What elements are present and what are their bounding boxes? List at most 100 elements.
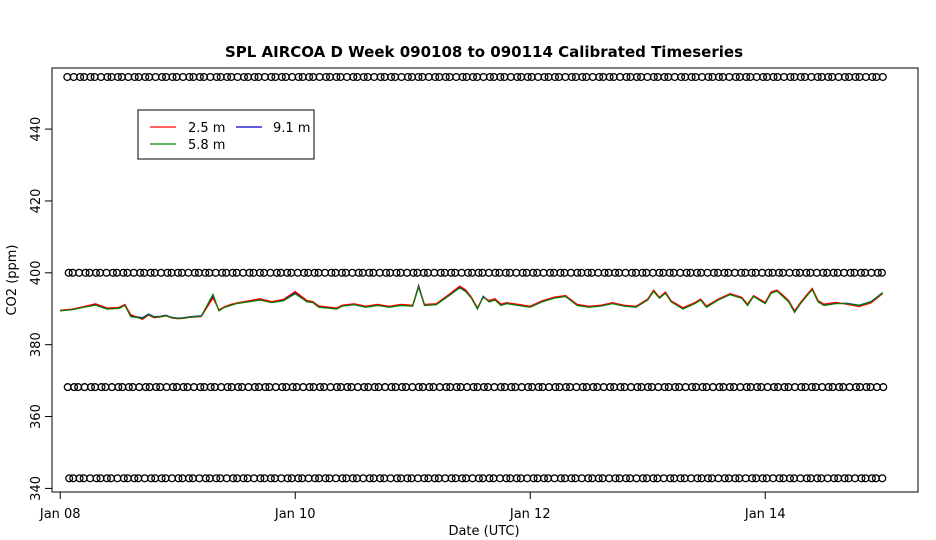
calibration-point <box>567 72 576 82</box>
calibration-point <box>294 72 303 82</box>
legend-label-9-1m: 9.1 m <box>273 121 310 136</box>
legend: 2.5 m 5.8 m 9.1 m <box>137 109 315 160</box>
calibration-point <box>103 72 112 82</box>
calibration-point <box>682 268 691 277</box>
calibration-point <box>370 383 379 392</box>
calibration-point <box>92 474 101 483</box>
calibration-point <box>715 383 724 392</box>
calibration-point <box>813 474 822 483</box>
calibration-point <box>152 383 161 392</box>
calibration-point <box>703 474 713 483</box>
calibration-point <box>174 474 183 483</box>
calibration-point <box>611 268 620 277</box>
calibration-point <box>201 268 210 277</box>
calibration-point <box>573 268 582 277</box>
calibration-point <box>130 72 139 82</box>
calibration-point <box>332 72 341 82</box>
calibration-point <box>879 383 888 392</box>
calibration-point <box>796 72 805 82</box>
calibration-point <box>261 383 270 392</box>
calibration-point <box>856 268 866 277</box>
calibration-point <box>146 268 155 277</box>
calibration-point <box>780 383 789 392</box>
x-axis: Jan 08 Jan 10 Jan 12 Jan 14 <box>39 491 786 522</box>
calibration-point <box>545 268 555 277</box>
calibration-point <box>359 72 368 82</box>
calibration-point <box>124 383 133 392</box>
calibration-point <box>382 268 391 277</box>
calibration-point <box>742 72 751 82</box>
calibration-point <box>218 268 227 277</box>
calibration-point <box>327 268 336 277</box>
x-tick-label: Jan 12 <box>509 507 551 522</box>
calibration-point <box>720 268 729 277</box>
calibration-point <box>692 268 702 277</box>
calibration-point <box>468 72 478 82</box>
calibration-point <box>113 72 122 82</box>
calibration-point <box>419 268 428 277</box>
calibration-point <box>529 474 538 483</box>
calibration-point <box>441 72 450 82</box>
calibration-point <box>447 268 456 277</box>
calibration-point <box>168 72 177 82</box>
calibration-point <box>764 268 773 277</box>
calibration-point <box>529 268 538 277</box>
calibration-point <box>877 268 886 277</box>
calibration-point <box>797 383 806 392</box>
calibration-point <box>567 474 576 483</box>
calibration-point <box>168 383 178 392</box>
calibration-point <box>212 72 221 82</box>
calibration-point <box>583 268 592 277</box>
calibration-point <box>147 474 156 483</box>
calibration-point <box>223 383 232 392</box>
calibration-point <box>540 72 549 82</box>
calibration-point <box>76 72 85 82</box>
calibration-point <box>731 72 740 82</box>
calibration-point <box>277 72 286 82</box>
calibration-point <box>518 268 527 277</box>
chart-title: SPL AIRCOA D Week 090108 to 090114 Calib… <box>225 43 743 61</box>
y-tick-label: 420 <box>29 189 44 214</box>
calibration-point <box>747 268 756 277</box>
calibration-point <box>387 72 396 82</box>
calibration-point <box>868 72 877 82</box>
calibration-point <box>157 72 167 82</box>
calibration-point <box>463 268 473 277</box>
calibration-point <box>605 72 614 82</box>
calibration-point <box>676 474 685 483</box>
calibration-point <box>436 268 445 277</box>
calibration-point <box>807 383 816 392</box>
calibration-point <box>228 268 237 277</box>
calibration-point <box>769 72 778 82</box>
calibration-point <box>392 268 401 277</box>
calibration-point <box>830 474 839 483</box>
calibration-point <box>507 383 516 392</box>
y-tick-label: 400 <box>29 260 44 285</box>
calibration-point <box>643 383 652 392</box>
calibration-point <box>687 72 696 82</box>
y-tick-label: 360 <box>29 404 44 429</box>
calibration-point <box>878 72 887 82</box>
calibration-point <box>255 268 264 277</box>
calibration-point <box>600 268 609 277</box>
calibration-point <box>485 474 494 483</box>
calibration-point <box>234 383 243 392</box>
calibration-point <box>321 72 331 82</box>
calibration-point <box>442 383 451 392</box>
calibration-point <box>714 72 723 82</box>
calibration-point <box>524 383 533 392</box>
calibration-point <box>212 474 221 483</box>
calibration-point <box>621 474 631 483</box>
calibration-point <box>185 72 194 82</box>
calibration-point <box>409 268 418 277</box>
calibration-point <box>343 383 352 392</box>
calibration-point <box>250 72 259 82</box>
calibration-point <box>616 383 625 392</box>
calibration-point <box>447 474 456 483</box>
calibration-point <box>310 268 319 277</box>
calibration-point <box>70 383 79 392</box>
calibration-point <box>589 383 598 392</box>
calibration-point <box>829 268 838 277</box>
y-tick-label: 440 <box>29 117 44 142</box>
